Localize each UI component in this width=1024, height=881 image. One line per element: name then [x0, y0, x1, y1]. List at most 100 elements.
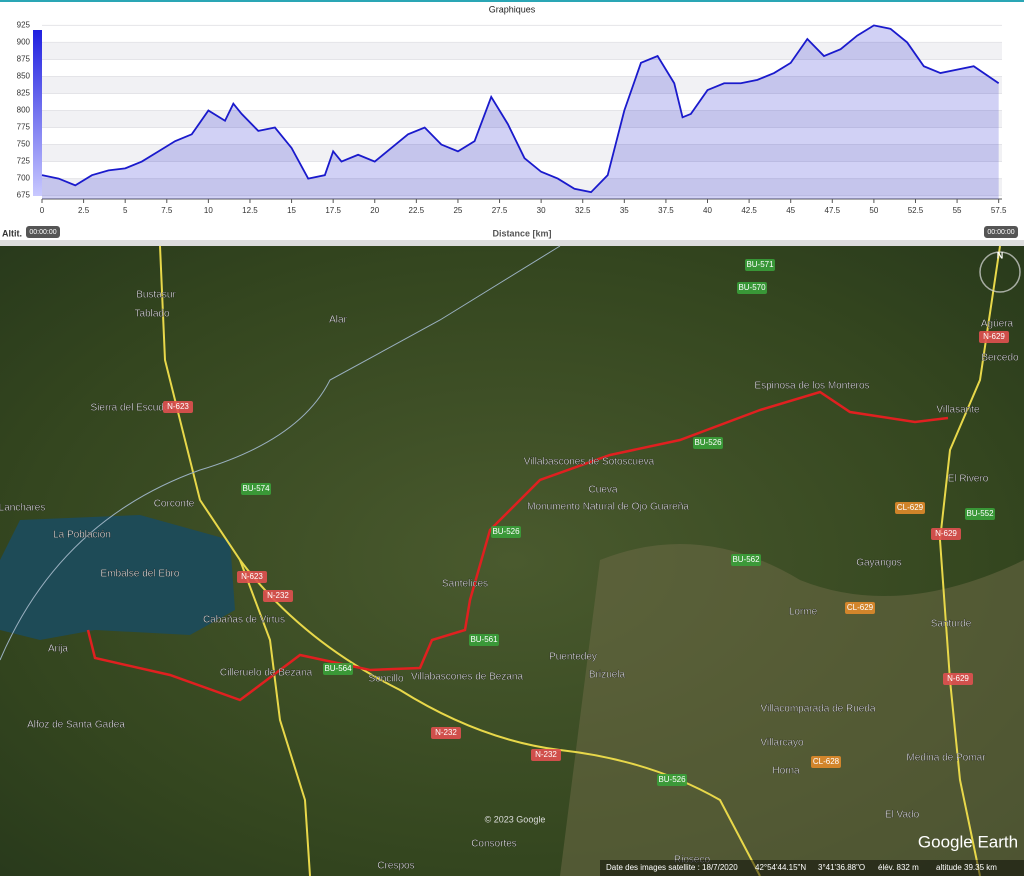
x-axis-label: Distance [km]: [492, 228, 551, 238]
place-label: Tablado: [134, 309, 169, 320]
place-label: El Vado: [885, 810, 920, 821]
grid-band: [42, 42, 1002, 60]
place-label: Lorme: [789, 607, 818, 618]
x-tick-label: 30: [537, 206, 546, 215]
road-label: N-623: [167, 402, 189, 411]
y-tick-label: 900: [17, 38, 31, 47]
x-tick-label: 42.5: [741, 206, 757, 215]
y-tick-label: 675: [17, 191, 31, 200]
place-label: Medina de Pomar: [907, 753, 987, 764]
x-tick-label: 45: [786, 206, 795, 215]
place-label: Bercedo: [981, 353, 1019, 364]
place-label: Villarcayo: [760, 738, 804, 749]
place-label: Villabascones de Bezana: [411, 672, 524, 683]
place-label: Santurde: [931, 619, 972, 630]
compass-north: N: [997, 250, 1004, 260]
eye-altitude: altitude 39.35 km: [936, 863, 997, 872]
status-bar: [600, 860, 1024, 876]
latitude: 42°54'44.15"N: [755, 863, 806, 872]
place-label: Soncillo: [368, 674, 403, 685]
place-label: Monumento Natural de Ojo Guareña: [527, 502, 689, 513]
elevation: élév. 832 m: [878, 863, 919, 872]
road-shield: [745, 259, 775, 271]
place-label: Arija: [48, 644, 68, 655]
y-tick-label: 750: [17, 140, 31, 149]
place-label: Villabascones de Sotoscueva: [524, 457, 655, 468]
road-shield: [845, 602, 875, 614]
x-tick-label: 52.5: [908, 206, 924, 215]
y-tick-label: 800: [17, 106, 31, 115]
place-label: Gayangos: [856, 558, 902, 569]
place-label: Villasante: [936, 405, 980, 416]
place-label: Alar: [329, 315, 347, 326]
road-shield: [965, 508, 995, 520]
boundary: [0, 245, 561, 661]
road-label: BU-526: [658, 775, 686, 784]
road-shield: [931, 528, 961, 540]
compass[interactable]: [979, 251, 1021, 293]
road-shield: [469, 634, 499, 646]
place-label: Corconte: [154, 499, 195, 510]
road-shield: [323, 663, 353, 675]
top-border: [0, 0, 1024, 2]
y-tick-label: 925: [17, 21, 31, 30]
imagery-date: Date des images satellite : 18/7/2020: [606, 863, 738, 872]
road: [239, 559, 761, 877]
x-tick-label: 55: [953, 206, 962, 215]
x-tick-label: 17.5: [325, 206, 341, 215]
x-tick-label: 37.5: [658, 206, 674, 215]
time-start[interactable]: 00:00:00: [29, 229, 56, 236]
grid-band: [42, 178, 1002, 196]
time-start-box[interactable]: [26, 226, 60, 238]
grid-band: [42, 76, 1002, 94]
x-tick-label: 22.5: [409, 206, 425, 215]
x-tick-label: 15: [287, 206, 296, 215]
place-label: Rioseco: [674, 855, 711, 866]
x-tick-label: 25: [453, 206, 462, 215]
place-label: Bustasur: [136, 290, 176, 301]
elevation-scale: [33, 30, 42, 196]
y-tick-label: 725: [17, 157, 31, 166]
road-label: BU-561: [470, 635, 498, 644]
x-tick-label: 7.5: [161, 206, 173, 215]
road-label: BU-570: [738, 283, 766, 292]
route: [86, 390, 949, 702]
y-tick-label: 700: [17, 174, 31, 183]
road-label: N-629: [983, 332, 1005, 341]
road-shield: [263, 590, 293, 602]
x-tick-label: 50: [869, 206, 878, 215]
place-label: Sierra del Escudo: [91, 403, 170, 414]
road-label: BU-564: [324, 664, 352, 673]
x-tick-label: 12.5: [242, 206, 258, 215]
road-shield: [531, 749, 561, 761]
time-end[interactable]: 00:00:00: [987, 229, 1014, 236]
place-label: Crespos: [377, 861, 414, 872]
place-label: Consortes: [471, 839, 517, 850]
x-tick-label: 47.5: [825, 206, 841, 215]
y-axis-label: Altit.: [2, 228, 22, 238]
road-shield: [811, 756, 841, 768]
place-label: Cilleruelo de Bezana: [220, 668, 313, 679]
brand: Google Earth: [918, 832, 1018, 851]
road-label: N-232: [267, 591, 289, 600]
time-end-box[interactable]: [984, 226, 1018, 238]
copyright: © 2023 Google: [485, 814, 546, 824]
road-shield: [431, 727, 461, 739]
road: [159, 245, 311, 877]
x-tick-label: 32.5: [575, 206, 591, 215]
place-label: Lanchares: [0, 503, 45, 514]
map: Bustasur Tablado Alar Sierra del Escudo Lanc…: [0, 245, 1024, 877]
splitter: [0, 240, 1024, 246]
road-shield: [737, 282, 767, 294]
y-tick-label: 875: [17, 55, 31, 64]
y-tick-label: 850: [17, 72, 31, 81]
place-label: Villacomparada de Rueda: [761, 704, 876, 715]
place-label: Espinosa de los Monteros: [754, 381, 869, 392]
reservoir: [0, 515, 235, 640]
road-label: CL-628: [813, 757, 840, 766]
road-shield: [895, 502, 925, 514]
x-tick-label: 10: [204, 206, 213, 215]
x-tick-label: 40: [703, 206, 712, 215]
